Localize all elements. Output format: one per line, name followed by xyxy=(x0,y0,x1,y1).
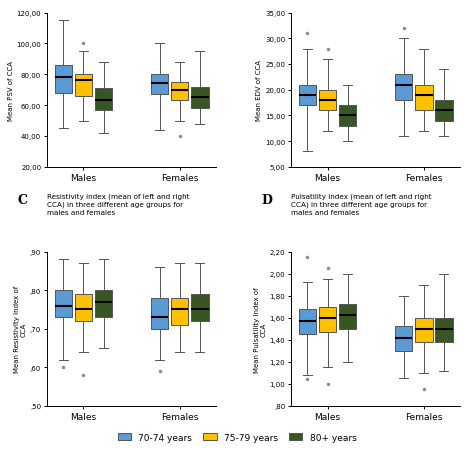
PathPatch shape xyxy=(339,305,356,329)
Text: Pulsatility index (mean of left and right
CCA) in three different age groups for: Pulsatility index (mean of left and righ… xyxy=(292,193,432,216)
PathPatch shape xyxy=(339,106,356,126)
PathPatch shape xyxy=(74,75,92,97)
PathPatch shape xyxy=(171,83,189,101)
PathPatch shape xyxy=(319,91,337,111)
PathPatch shape xyxy=(435,101,453,121)
Legend: 70-74 years, 75-79 years, 80+ years: 70-74 years, 75-79 years, 80+ years xyxy=(115,430,359,444)
PathPatch shape xyxy=(74,295,92,321)
Y-axis label: Mean Resistivity Index of
CCA: Mean Resistivity Index of CCA xyxy=(14,285,27,373)
PathPatch shape xyxy=(171,298,189,325)
PathPatch shape xyxy=(299,309,316,335)
PathPatch shape xyxy=(191,295,209,321)
Text: Resistivity index (mean of left and right
CCA) in three different age groups for: Resistivity index (mean of left and righ… xyxy=(47,193,190,216)
PathPatch shape xyxy=(55,290,72,318)
PathPatch shape xyxy=(395,75,412,101)
PathPatch shape xyxy=(151,75,168,95)
Text: C: C xyxy=(17,193,27,207)
PathPatch shape xyxy=(95,290,112,318)
PathPatch shape xyxy=(395,327,412,351)
PathPatch shape xyxy=(191,87,209,109)
PathPatch shape xyxy=(95,89,112,110)
PathPatch shape xyxy=(299,85,316,106)
PathPatch shape xyxy=(319,307,337,332)
Y-axis label: Mean Pulsatility Index of
CCA: Mean Pulsatility Index of CCA xyxy=(254,286,267,372)
Y-axis label: Mean PSV of CCA: Mean PSV of CCA xyxy=(8,60,14,120)
PathPatch shape xyxy=(435,318,453,342)
PathPatch shape xyxy=(415,318,433,342)
PathPatch shape xyxy=(55,66,72,93)
Y-axis label: Mean EDV of CCA: Mean EDV of CCA xyxy=(256,60,262,121)
PathPatch shape xyxy=(151,298,168,329)
PathPatch shape xyxy=(415,85,433,111)
Text: D: D xyxy=(261,193,272,207)
